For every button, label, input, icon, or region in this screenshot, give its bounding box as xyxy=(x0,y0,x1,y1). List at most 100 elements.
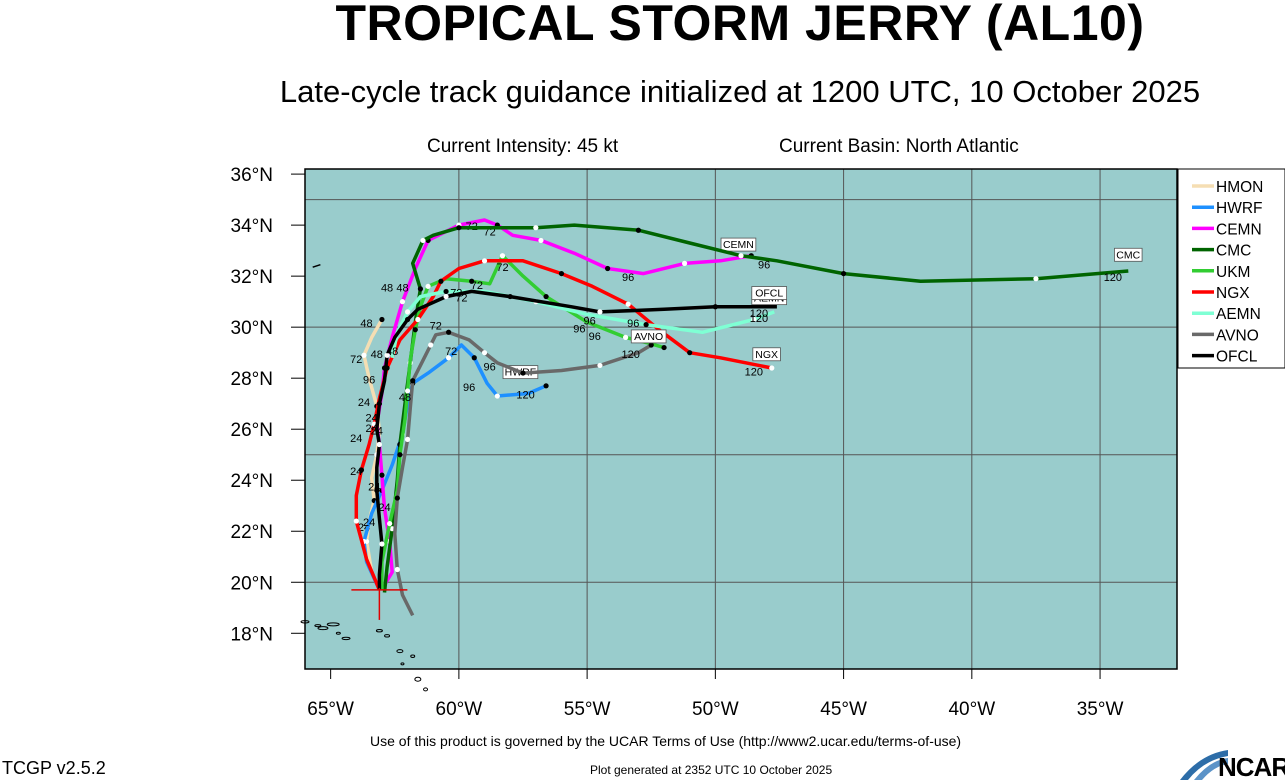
legend-label-hmon: HMON xyxy=(1216,179,1263,196)
track-point xyxy=(681,260,688,266)
track-point xyxy=(376,401,382,407)
lat-tick-label: 20°N xyxy=(231,573,273,594)
track-point xyxy=(494,393,500,399)
track-point xyxy=(605,265,611,272)
track-hour-label: 72 xyxy=(496,262,508,274)
track-point xyxy=(481,258,488,264)
track-point xyxy=(415,316,421,323)
legend-label-cmc: CMC xyxy=(1216,243,1251,260)
track-point xyxy=(379,541,385,547)
ncar-logo-text: NCAR xyxy=(1218,752,1285,782)
track-point xyxy=(404,309,411,315)
track-hour-label: 72 xyxy=(450,288,462,300)
track-point xyxy=(374,487,380,494)
track-hour-label: 120 xyxy=(750,313,768,325)
track-hour-label: 96 xyxy=(758,259,770,271)
island-icon xyxy=(326,622,340,627)
track-point xyxy=(420,237,426,244)
island-icon xyxy=(314,624,322,628)
track-point xyxy=(687,350,693,356)
track-line xyxy=(375,289,777,590)
track-end-label: NGX xyxy=(755,349,778,361)
ocean-area xyxy=(305,169,1177,669)
island-outlines xyxy=(300,263,429,692)
track-end-label-box xyxy=(1114,247,1143,262)
lat-tick-label: 24°N xyxy=(231,471,273,492)
track-point xyxy=(443,288,449,295)
track-hour-label: 120 xyxy=(516,390,534,402)
lat-tick-label: 26°N xyxy=(231,420,273,441)
track-hour-label: 24 xyxy=(378,502,390,514)
track-point xyxy=(597,362,603,369)
island-icon xyxy=(341,636,351,641)
track-hour-label: 96 xyxy=(363,374,375,386)
current-basin: Current Basin: North Atlantic xyxy=(779,136,1019,157)
track-point xyxy=(543,293,549,300)
track-point xyxy=(538,237,544,244)
track-ofcl: 72 96 120 48 24 OFCL xyxy=(366,286,788,590)
track-end-label-box xyxy=(720,237,757,252)
page-subtitle: Late-cycle track guidance initialized at… xyxy=(279,74,1201,109)
track-hour-label: 24 xyxy=(363,517,375,529)
lon-tick-label: 60°W xyxy=(436,699,483,720)
track-end-label-box xyxy=(752,347,781,362)
generated-timestamp: Plot generated at 2352 UTC 10 October 20… xyxy=(590,763,833,777)
track-hour-label: 120 xyxy=(1104,272,1122,284)
island-icon xyxy=(414,676,422,682)
track-hour-label: 96 xyxy=(622,272,634,284)
track-point xyxy=(361,352,367,358)
track-hour-label: 120 xyxy=(622,349,640,361)
track-hour-label: 24 xyxy=(366,423,378,435)
island-icon xyxy=(335,631,341,635)
track-point xyxy=(358,467,365,473)
track-point xyxy=(481,350,488,356)
track-point xyxy=(738,253,744,259)
island-icon xyxy=(317,626,329,631)
legend-label-aemn: AEMN xyxy=(1216,306,1261,323)
ncar-logo-icon xyxy=(1180,750,1228,780)
track-hour-label: 96 xyxy=(573,323,585,335)
track-hour-label: 72 xyxy=(350,354,362,366)
legend-label-ofcl: OFCL xyxy=(1216,349,1258,366)
track-hour-label: 48 xyxy=(386,346,398,358)
track-point xyxy=(446,355,452,361)
track-hour-label: 72 xyxy=(471,280,483,292)
track-point xyxy=(558,270,565,277)
lat-tick-label: 36°N xyxy=(231,165,273,186)
bermuda-icon xyxy=(312,263,321,268)
track-end-label: OFCL xyxy=(755,288,783,300)
track-hour-label: 96 xyxy=(627,318,639,330)
track-end-label: AVNO xyxy=(634,331,663,343)
track-hour-label: 24 xyxy=(350,466,362,478)
legend-label-avno: AVNO xyxy=(1216,327,1259,344)
track-end-label: CEMN xyxy=(723,239,754,251)
island-icon xyxy=(375,629,383,633)
track-hour-label: 48 xyxy=(360,318,372,330)
track-point xyxy=(428,342,434,348)
track-hour-label: 48 xyxy=(381,282,393,294)
lon-tick-label: 55°W xyxy=(564,699,611,720)
map-frame xyxy=(304,168,1178,670)
track-point xyxy=(399,299,406,305)
track-end-label-box xyxy=(751,286,788,300)
track-point xyxy=(661,344,667,351)
track-point xyxy=(769,365,775,371)
track-hour-label: 48 xyxy=(399,392,411,404)
track-avno: 72 96 120 AVNO xyxy=(393,329,667,617)
lat-tick-label: 34°N xyxy=(231,216,273,237)
track-point xyxy=(425,283,431,289)
track-point xyxy=(643,322,649,328)
track-point xyxy=(404,436,411,443)
track-point xyxy=(412,327,418,333)
track-hour-label: 96 xyxy=(463,382,475,394)
track-point xyxy=(404,388,411,394)
track-hour-label: 48 xyxy=(396,282,408,294)
track-point xyxy=(456,225,462,231)
track-ukm: 72 96 xyxy=(380,253,667,590)
track-point xyxy=(443,293,449,300)
legend-label-hwrf: HWRF xyxy=(1216,200,1263,217)
track-ngx: 120 NGX xyxy=(353,258,781,591)
track-point xyxy=(625,301,631,307)
track-hour-label: 120 xyxy=(745,367,763,379)
track-point xyxy=(520,370,526,376)
